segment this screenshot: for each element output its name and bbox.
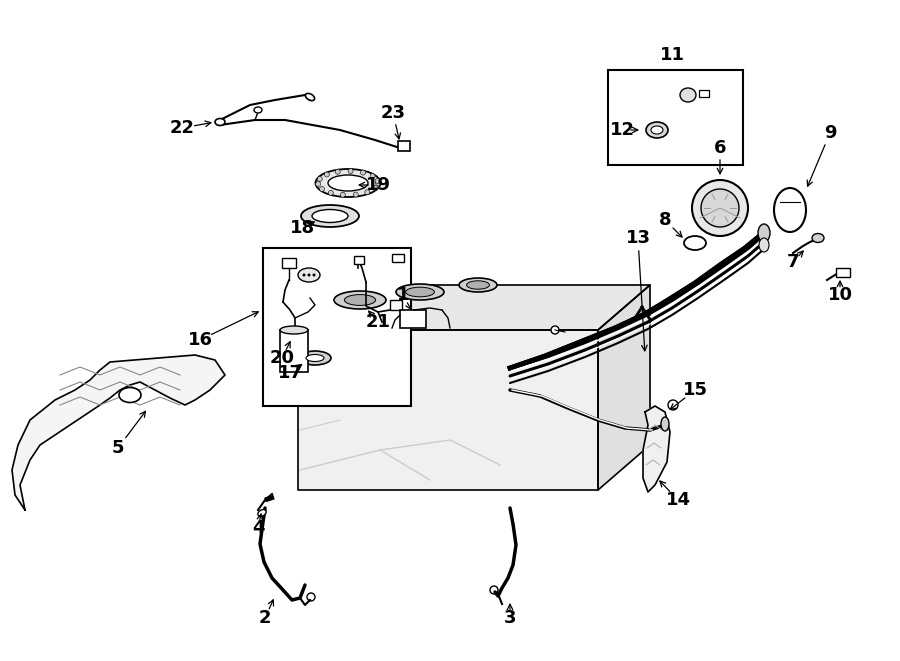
Text: 15: 15 [682,381,707,399]
Bar [398,141,410,151]
Circle shape [551,326,559,334]
Polygon shape [298,285,650,330]
Circle shape [361,170,365,175]
Ellipse shape [396,284,444,300]
Bar [390,300,402,310]
Text: 1: 1 [397,286,410,304]
Circle shape [340,192,346,198]
Ellipse shape [406,287,435,297]
Circle shape [668,400,678,410]
Text: 2: 2 [259,609,271,627]
Ellipse shape [661,417,669,431]
Circle shape [335,169,340,175]
Bar [354,256,364,264]
Polygon shape [12,355,225,510]
Text: 10: 10 [827,286,852,304]
Text: 13: 13 [626,229,651,247]
Ellipse shape [299,351,331,365]
Circle shape [320,186,325,192]
Circle shape [324,172,329,177]
Ellipse shape [119,387,141,403]
Ellipse shape [345,295,375,305]
Bar [280,330,308,372]
Circle shape [364,190,370,195]
Text: 16: 16 [187,331,212,349]
Ellipse shape [254,107,262,113]
Bar [699,90,709,97]
Ellipse shape [215,118,225,126]
Ellipse shape [312,210,348,223]
Polygon shape [643,406,670,492]
Circle shape [375,178,380,183]
Circle shape [373,186,378,190]
Text: 17: 17 [277,364,302,382]
Bar [608,70,743,165]
Ellipse shape [758,224,770,242]
Ellipse shape [306,354,324,362]
Ellipse shape [646,122,668,138]
Bar [282,258,296,268]
Ellipse shape [305,93,315,100]
Circle shape [316,182,320,186]
Text: 20: 20 [269,349,294,367]
Bar [263,248,411,406]
Ellipse shape [701,189,739,227]
Text: 19: 19 [365,176,391,194]
Text: 7: 7 [787,253,799,271]
Text: 12: 12 [609,121,634,139]
Ellipse shape [466,281,490,290]
Ellipse shape [759,238,769,252]
Text: 9: 9 [824,124,836,142]
Circle shape [302,274,305,276]
Ellipse shape [692,180,748,236]
Circle shape [308,274,310,276]
Circle shape [348,169,353,174]
Text: 5: 5 [112,439,124,457]
Circle shape [312,274,316,276]
Circle shape [370,174,375,178]
Polygon shape [298,330,598,490]
Ellipse shape [459,278,497,292]
Text: 4: 4 [252,519,265,537]
Ellipse shape [812,233,824,243]
Text: 14: 14 [665,491,690,509]
Ellipse shape [257,510,266,516]
Circle shape [328,190,333,196]
Ellipse shape [334,291,386,309]
Ellipse shape [301,205,359,227]
Circle shape [318,176,322,181]
Bar [400,310,426,328]
Ellipse shape [680,88,696,102]
Text: 23: 23 [381,104,406,122]
Text: 11: 11 [660,46,685,64]
Ellipse shape [651,126,663,134]
Bar [392,254,404,262]
Bar [836,268,850,277]
Ellipse shape [298,268,320,282]
Text: 8: 8 [659,211,671,229]
Text: 18: 18 [290,219,315,237]
Text: 21: 21 [365,313,391,331]
Ellipse shape [328,175,368,191]
Ellipse shape [280,326,308,334]
Circle shape [354,192,358,197]
Text: 22: 22 [169,119,194,137]
Text: 3: 3 [504,609,517,627]
Text: 6: 6 [714,139,726,157]
Circle shape [375,180,381,186]
Polygon shape [598,285,650,490]
Ellipse shape [316,169,381,197]
